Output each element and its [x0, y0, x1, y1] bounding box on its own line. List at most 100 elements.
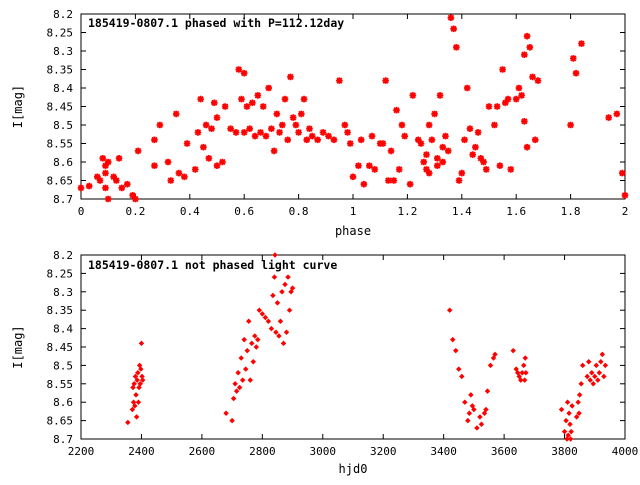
y-tick-label: 8.55 — [47, 378, 74, 391]
data-point — [414, 136, 422, 144]
data-point — [601, 373, 607, 380]
data-point — [379, 140, 387, 147]
y-tick-label: 8.65 — [47, 415, 74, 428]
data-point — [240, 129, 248, 136]
data-point — [395, 166, 403, 173]
data-point — [598, 358, 604, 365]
data-point — [596, 370, 603, 376]
data-point — [466, 125, 474, 132]
data-point — [202, 121, 210, 129]
data-point — [244, 347, 250, 354]
data-point — [484, 388, 491, 394]
data-point — [282, 281, 288, 288]
data-point — [94, 173, 101, 181]
data-point — [568, 428, 574, 435]
data-point — [599, 351, 606, 358]
data-point — [135, 370, 141, 376]
data-point — [590, 381, 596, 387]
data-point — [137, 381, 143, 387]
data-point — [514, 370, 521, 376]
x-axis-title: phase — [335, 224, 371, 238]
data-point — [465, 417, 471, 424]
data-point — [507, 166, 515, 173]
x-tick-label: 2800 — [249, 445, 276, 458]
data-point — [592, 373, 598, 380]
data-point — [499, 66, 506, 73]
y-tick-label: 8.25 — [47, 267, 74, 280]
data-point — [314, 136, 321, 144]
data-point — [349, 173, 357, 181]
data-point — [273, 110, 281, 118]
data-point — [113, 177, 120, 184]
data-point — [605, 114, 612, 121]
data-point — [102, 184, 109, 192]
x-tick-label: 2 — [622, 205, 629, 218]
data-point — [110, 173, 117, 181]
data-point — [288, 289, 294, 295]
data-point — [246, 125, 253, 132]
data-point — [295, 129, 302, 136]
y-tick-label: 8.45 — [47, 101, 74, 114]
data-point — [477, 414, 483, 420]
data-point — [249, 340, 255, 347]
data-point — [472, 143, 479, 151]
data-point — [515, 84, 523, 92]
data-point — [462, 399, 468, 405]
data-point — [123, 180, 131, 188]
data-point — [567, 436, 574, 442]
y-tick-label: 8.7 — [53, 193, 73, 206]
data-point — [239, 377, 246, 383]
x-tick-label: 1 — [350, 205, 357, 218]
x-tick-label: 3200 — [370, 445, 397, 458]
data-point — [129, 406, 136, 413]
data-point — [102, 169, 109, 177]
y-tick-label: 8.45 — [47, 341, 74, 354]
data-point — [241, 336, 247, 343]
data-point — [281, 95, 289, 103]
data-point — [439, 158, 447, 166]
data-point — [213, 162, 221, 169]
data-point — [602, 362, 609, 369]
data-point — [219, 158, 226, 166]
data-point — [589, 370, 595, 376]
data-point — [469, 151, 476, 158]
x-tick-label: 2600 — [189, 445, 216, 458]
y-tick-label: 8.55 — [47, 138, 74, 151]
data-point — [131, 381, 137, 387]
data-point — [450, 336, 456, 343]
y-tick-label: 8.65 — [47, 175, 74, 188]
data-point — [233, 388, 240, 394]
y-tick-label: 8.6 — [53, 396, 73, 409]
data-point — [240, 69, 248, 77]
data-point — [247, 377, 253, 383]
data-point — [325, 132, 332, 140]
data-point — [135, 399, 142, 405]
data-point — [439, 143, 447, 151]
x-tick-label: 3000 — [310, 445, 337, 458]
data-point — [578, 40, 585, 47]
data-point — [469, 403, 476, 409]
data-point — [271, 274, 278, 280]
data-point — [521, 377, 528, 383]
data-point — [132, 195, 139, 203]
data-point — [357, 136, 365, 144]
data-point — [512, 95, 520, 103]
data-point — [368, 132, 376, 140]
data-point — [564, 399, 571, 405]
data-point — [518, 377, 524, 383]
data-point — [453, 347, 459, 354]
data-point — [567, 421, 573, 428]
bottom-panel-not-phased: 2200 2400 2600 2800 3000 3200 3400 3600 3800 4000… — [11, 249, 638, 476]
data-point — [289, 114, 297, 121]
data-point — [366, 162, 373, 169]
y-tick-label: 8.4 — [53, 323, 73, 336]
y-tick-label: 8.35 — [47, 64, 74, 77]
data-point — [181, 173, 188, 181]
data-point — [210, 99, 218, 107]
data-point — [382, 77, 389, 84]
data-point — [621, 192, 629, 199]
data-point — [268, 325, 275, 332]
data-point — [406, 180, 414, 188]
data-point — [249, 99, 256, 107]
